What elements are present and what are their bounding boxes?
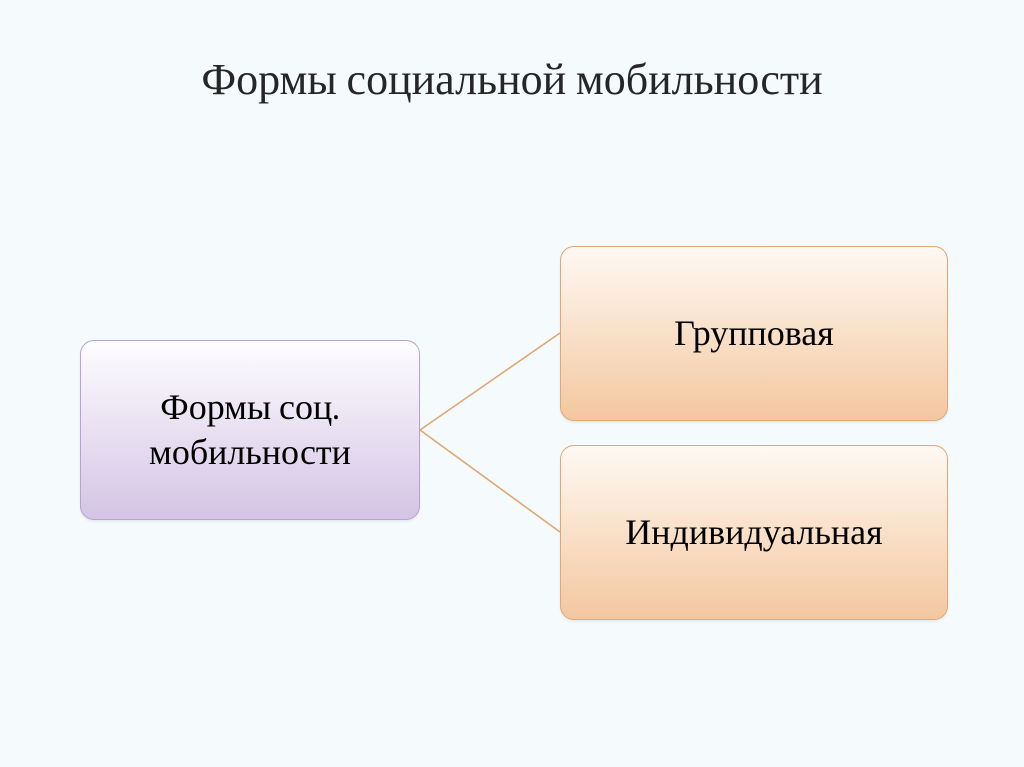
node-label: Индивидуальная	[625, 510, 882, 555]
slide: Формы социальной мобильности Формы соц. …	[0, 0, 1024, 767]
page-title: Формы социальной мобильности	[0, 54, 1024, 105]
node-label: Групповая	[674, 311, 834, 356]
diagram-node-child2: Индивидуальная	[560, 445, 948, 620]
node-label: Формы соц. мобильности	[81, 385, 419, 475]
diagram-node-child1: Групповая	[560, 246, 948, 421]
diagram-node-root: Формы соц. мобильности	[80, 340, 420, 520]
